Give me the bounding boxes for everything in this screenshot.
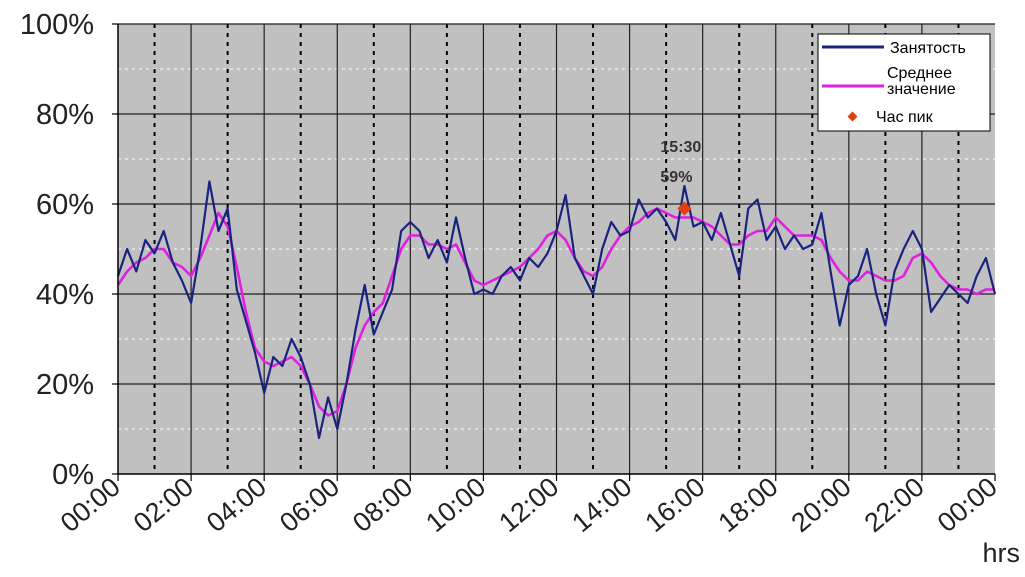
legend-swatch-peak [847,111,858,122]
x-tick-label: 02:00 [128,472,199,538]
x-tick-label: 14:00 [566,472,637,538]
x-tick-label: 12:00 [493,472,564,538]
legend-label-peak: Час пик [876,109,934,126]
legend: Занятость Среднее значение Час пик [817,33,991,132]
peak-value-label: 59% [660,169,692,186]
x-tick-label: 06:00 [274,472,345,538]
legend-box [817,33,991,132]
x-tick-label: 16:00 [639,472,710,538]
series-occupancy [116,180,997,440]
peak-marker [677,201,692,216]
y-tick-label: 0% [52,459,94,491]
y-tick-label: 80% [36,99,94,131]
x-tick-label: 18:00 [713,472,784,538]
y-tick-label: 60% [36,189,94,221]
x-tick-label: 00:00 [932,472,1003,538]
legend-label-occupancy: Занятость [890,40,966,57]
y-tick-label: 40% [36,279,94,311]
y-tick-label: 20% [36,369,94,401]
x-tick-label: 22:00 [859,472,930,538]
legend-label-average: Среднее значение [887,66,956,98]
x-tick-label: 20:00 [786,472,857,538]
x-tick-label: 08:00 [347,472,418,538]
peak-time-label: 15:30 [660,139,701,156]
x-tick-label: 10:00 [420,472,491,538]
x-tick-label: 04:00 [201,472,272,538]
y-tick-label: 100% [20,9,94,41]
x-axis-unit: hrs [982,538,1020,568]
